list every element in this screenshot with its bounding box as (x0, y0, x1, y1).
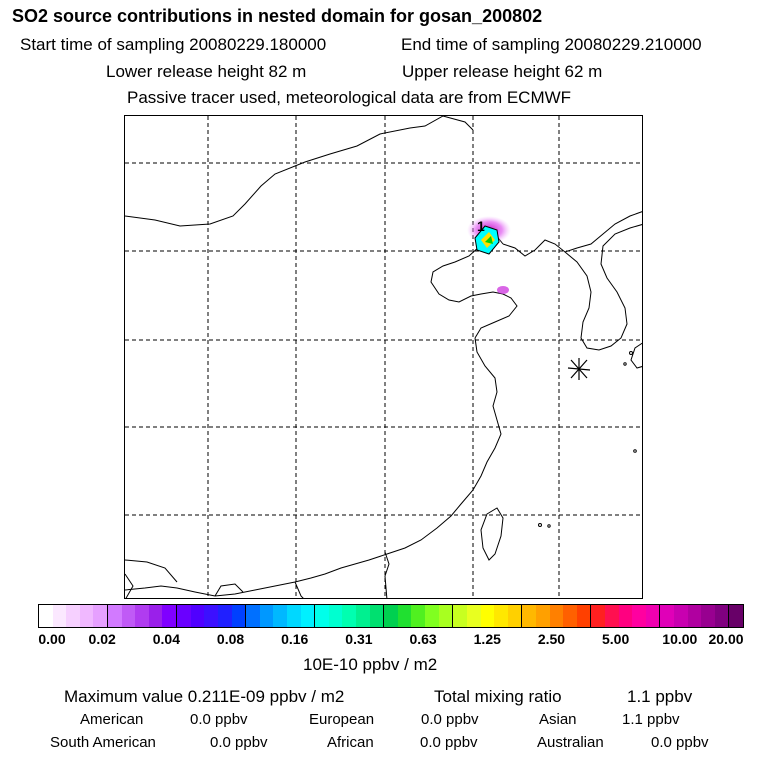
colorbar-segment (66, 605, 80, 627)
colorbar-segment (108, 605, 122, 627)
colorbar-segment (591, 605, 605, 627)
colorbar-segment (660, 605, 675, 627)
region-name-asian: Asian (539, 711, 577, 728)
colorbar-segment (121, 605, 136, 627)
region-name-european: European (309, 711, 375, 728)
colorbar-segment (315, 605, 329, 627)
region-name-australian: Australian (537, 734, 604, 751)
colorbar-segment (384, 605, 398, 627)
colorbar-segment (604, 605, 619, 627)
colorbar-segment (618, 605, 633, 627)
region-name-american: American (80, 711, 144, 728)
colorbar-tick-label: 2.50 (537, 631, 566, 647)
lower-release-height: Lower release height 82 m (106, 62, 307, 81)
colorbar-segment (300, 605, 316, 627)
colorbar-segment (52, 605, 67, 627)
colorbar-segment (328, 605, 343, 627)
tracer-note: Passive tracer used, meteorological data… (127, 88, 572, 107)
colorbar-segment (39, 605, 53, 627)
colorbar-segment (466, 605, 481, 627)
maximum-value: Maximum value 0.211E-09 ppbv / m2 (64, 687, 345, 706)
colorbar-segment (259, 605, 274, 627)
colorbar-segment (135, 605, 149, 627)
colorbar-segment (494, 605, 508, 627)
colorbar-segment (729, 605, 744, 627)
colorbar-segment (204, 605, 218, 627)
coastlines (125, 116, 642, 598)
colorbar-tick-label: 0.31 (345, 631, 373, 647)
colorbar-segment (576, 605, 592, 627)
map-canvas: 1 (125, 116, 642, 598)
colorbar-segment (701, 605, 715, 627)
colorbar-segment (246, 605, 260, 627)
total-mixing-label: Total mixing ratio (434, 687, 562, 706)
colorbar-segment (190, 605, 205, 627)
graticule (125, 116, 642, 598)
upper-release-height: Upper release height 62 m (402, 62, 603, 81)
total-mixing-value: 1.1 ppbv (627, 687, 693, 706)
start-time: Start time of sampling 20080229.180000 (20, 35, 327, 54)
colorbar-segment (273, 605, 287, 627)
colorbar-segment (177, 605, 191, 627)
region-name-south-american: South American (50, 734, 156, 751)
source-marker-label: 1 (477, 218, 485, 234)
colorbar (38, 604, 744, 628)
colorbar-tick-label: 0.04 (152, 631, 180, 647)
colorbar-segment (356, 605, 370, 627)
colorbar-tick-label: 1.25 (473, 631, 501, 647)
colorbar-tick-label: 0.02 (88, 631, 116, 647)
region-value-african: 0.0 ppbv (420, 734, 478, 751)
region-name-african: African (327, 734, 374, 751)
colorbar-segment (645, 605, 661, 627)
colorbar-segment (438, 605, 454, 627)
colorbar-units: 10E-10 ppbv / m2 (303, 655, 438, 674)
colorbar-segment (549, 605, 564, 627)
region-value-european: 0.0 ppbv (421, 711, 479, 728)
colorbar-segment (342, 605, 357, 627)
region-value-south-american: 0.0 ppbv (210, 734, 268, 751)
colorbar-segment (535, 605, 550, 627)
page-title: SO2 source contributions in nested domai… (12, 6, 543, 26)
colorbar-segment (411, 605, 426, 627)
colorbar-tick-label: 10.00 (662, 631, 698, 647)
colorbar-segment (714, 605, 730, 627)
colorbar-segment (522, 605, 536, 627)
colorbar-segment (453, 605, 467, 627)
colorbar-segment (369, 605, 385, 627)
colorbar-segment (79, 605, 94, 627)
colorbar-segment (93, 605, 109, 627)
colorbar-segment (507, 605, 523, 627)
colorbar-segment (563, 605, 577, 627)
colorbar-segment (286, 605, 301, 627)
colorbar-segment (674, 605, 688, 627)
colorbar-tick-label: 0.00 (38, 631, 66, 647)
colorbar-segment (480, 605, 495, 627)
colorbar-segment (632, 605, 646, 627)
colorbar-segment (231, 605, 247, 627)
colorbar-segment (687, 605, 702, 627)
colorbar-tick-label: 5.00 (602, 631, 630, 647)
asterisk-icon (567, 358, 591, 380)
end-time: End time of sampling 20080229.210000 (401, 35, 702, 54)
region-value-australian: 0.0 ppbv (651, 734, 709, 751)
map-panel: 1 (124, 115, 643, 599)
region-value-american: 0.0 ppbv (190, 711, 248, 728)
colorbar-segment (148, 605, 163, 627)
colorbar-segment (397, 605, 412, 627)
colorbar-segment (425, 605, 439, 627)
colorbar-segment (217, 605, 232, 627)
colorbar-segment (162, 605, 178, 627)
concentration-plume (467, 216, 511, 294)
colorbar-tick-label: 0.63 (409, 631, 437, 647)
colorbar-tick-label: 0.16 (281, 631, 309, 647)
colorbar-tick-label: 20.00 (708, 631, 744, 647)
region-value-asian: 1.1 ppbv (622, 711, 680, 728)
colorbar-tick-label: 0.08 (216, 631, 245, 647)
